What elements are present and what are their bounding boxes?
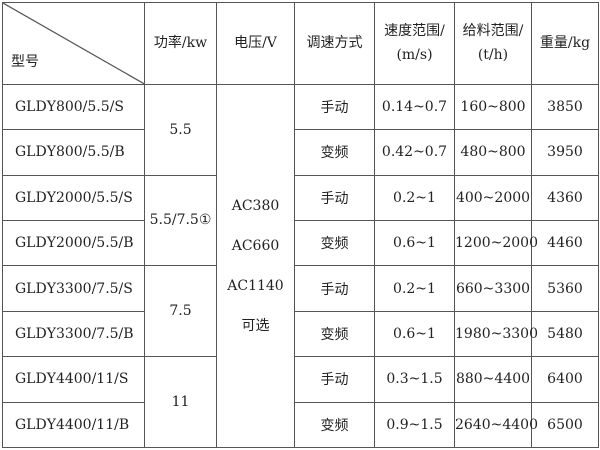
speed-mode-cell: 变频 xyxy=(294,310,375,358)
model-cell: GLDY2000/5.5/B xyxy=(2,219,145,267)
header-speed-mode: 调速方式 xyxy=(294,2,375,85)
speed-range-cell: 0.2~1 xyxy=(374,174,455,221)
power-cell: 7.5 xyxy=(144,265,217,358)
table-row: GLDY2000/5.5/B 变频 0.6~1 1200~2000 4460 xyxy=(2,219,599,267)
header-row: 型号 功率/kw 电压/V 调速方式 速度范围/(m/s) 给料范围/(t/h)… xyxy=(2,2,599,85)
table-row: GLDY4400/11/S 11 手动 0.3~1.5 880~4400 6400 xyxy=(2,356,599,448)
power-cell: 5.5 xyxy=(144,83,217,176)
speed-mode-cell: 变频 xyxy=(294,401,375,449)
table-row: GLDY2000/5.5/S 5.5/7.5① 手动 0.2~1 400~2000 436… xyxy=(2,174,599,267)
model-cell: GLDY3300/7.5/S xyxy=(2,265,145,312)
diagonal-divider xyxy=(3,3,144,84)
header-feed-range: 给料范围/(t/h) xyxy=(454,2,532,85)
weight-cell: 6500 xyxy=(531,401,599,449)
voltage-option: AC380 xyxy=(231,197,280,214)
speed-range-cell: 0.9~1.5 xyxy=(374,401,455,449)
feed-range-cell: 160~800 xyxy=(454,83,532,131)
header-speed-range: 速度范围/(m/s) xyxy=(374,2,455,85)
feed-range-cell: 1980~3300 xyxy=(454,310,538,358)
voltage-option: AC1140 xyxy=(227,277,284,294)
model-cell: GLDY3300/7.5/B xyxy=(2,310,145,358)
model-cell: GLDY4400/11/B xyxy=(2,401,145,449)
header-power: 功率/kw xyxy=(144,2,217,85)
feed-range-cell: 660~3300 xyxy=(454,265,532,312)
feed-range-cell: 480~800 xyxy=(454,129,532,176)
weight-cell: 4460 xyxy=(531,219,599,267)
feed-range-cell: 400~2000 xyxy=(454,174,532,221)
speed-range-cell: 0.6~1 xyxy=(374,219,455,267)
header-voltage: 电压/V xyxy=(216,2,295,85)
speed-mode-cell: 变频 xyxy=(294,129,375,176)
header-model: 型号 xyxy=(2,2,145,85)
table-row: GLDY800/5.5/S 5.5 AC380 AC660 AC1140 可选 手动 0.14… xyxy=(2,83,599,449)
model-cell: GLDY2000/5.5/S xyxy=(2,174,145,221)
speed-mode-cell: 手动 xyxy=(294,83,375,131)
weight-cell: 3850 xyxy=(531,83,599,131)
power-cell: 5.5/7.5① xyxy=(144,174,217,267)
table-row: GLDY800/5.5/B 变频 0.42~0.7 480~800 3950 xyxy=(2,129,599,176)
weight-cell: 4360 xyxy=(531,174,599,221)
speed-mode-cell: 手动 xyxy=(294,265,375,312)
feed-range-cell: 880~4400 xyxy=(454,356,532,403)
speed-range-cell: 0.2~1 xyxy=(374,265,455,312)
header-weight: 重量/kg xyxy=(531,2,599,85)
model-cell: GLDY800/5.5/S xyxy=(2,83,145,131)
speed-mode-cell: 手动 xyxy=(294,174,375,221)
model-cell: GLDY800/5.5/B xyxy=(2,129,145,176)
weight-cell: 3950 xyxy=(531,129,599,176)
weight-cell: 6400 xyxy=(531,356,599,403)
feed-range-cell: 1200~2000 xyxy=(454,219,538,267)
voltage-cell: AC380 AC660 AC1140 可选 xyxy=(216,83,295,449)
voltage-option: 可选 xyxy=(241,317,270,334)
table-row: GLDY3300/7.5/B 变频 0.6~1 1980~3300 5480 xyxy=(2,310,599,358)
speed-mode-cell: 变频 xyxy=(294,219,375,267)
speed-mode-cell: 手动 xyxy=(294,356,375,403)
model-cell: GLDY4400/11/S xyxy=(2,356,145,403)
weight-cell: 5360 xyxy=(531,265,599,312)
table-row: GLDY4400/11/B 变频 0.9~1.5 2640~4400 6500 xyxy=(2,401,599,449)
power-cell: 11 xyxy=(144,356,217,448)
weight-cell: 5480 xyxy=(531,310,599,358)
speed-range-cell: 0.14~0.7 xyxy=(374,83,455,131)
voltage-option: AC660 xyxy=(231,237,280,254)
table-row: GLDY3300/7.5/S 7.5 手动 0.2~1 660~3300 5360 xyxy=(2,265,599,358)
speed-range-cell: 0.3~1.5 xyxy=(374,356,455,403)
feed-range-cell: 2640~4400 xyxy=(454,401,538,449)
speed-range-cell: 0.6~1 xyxy=(374,310,455,358)
speed-range-cell: 0.42~0.7 xyxy=(374,129,455,176)
